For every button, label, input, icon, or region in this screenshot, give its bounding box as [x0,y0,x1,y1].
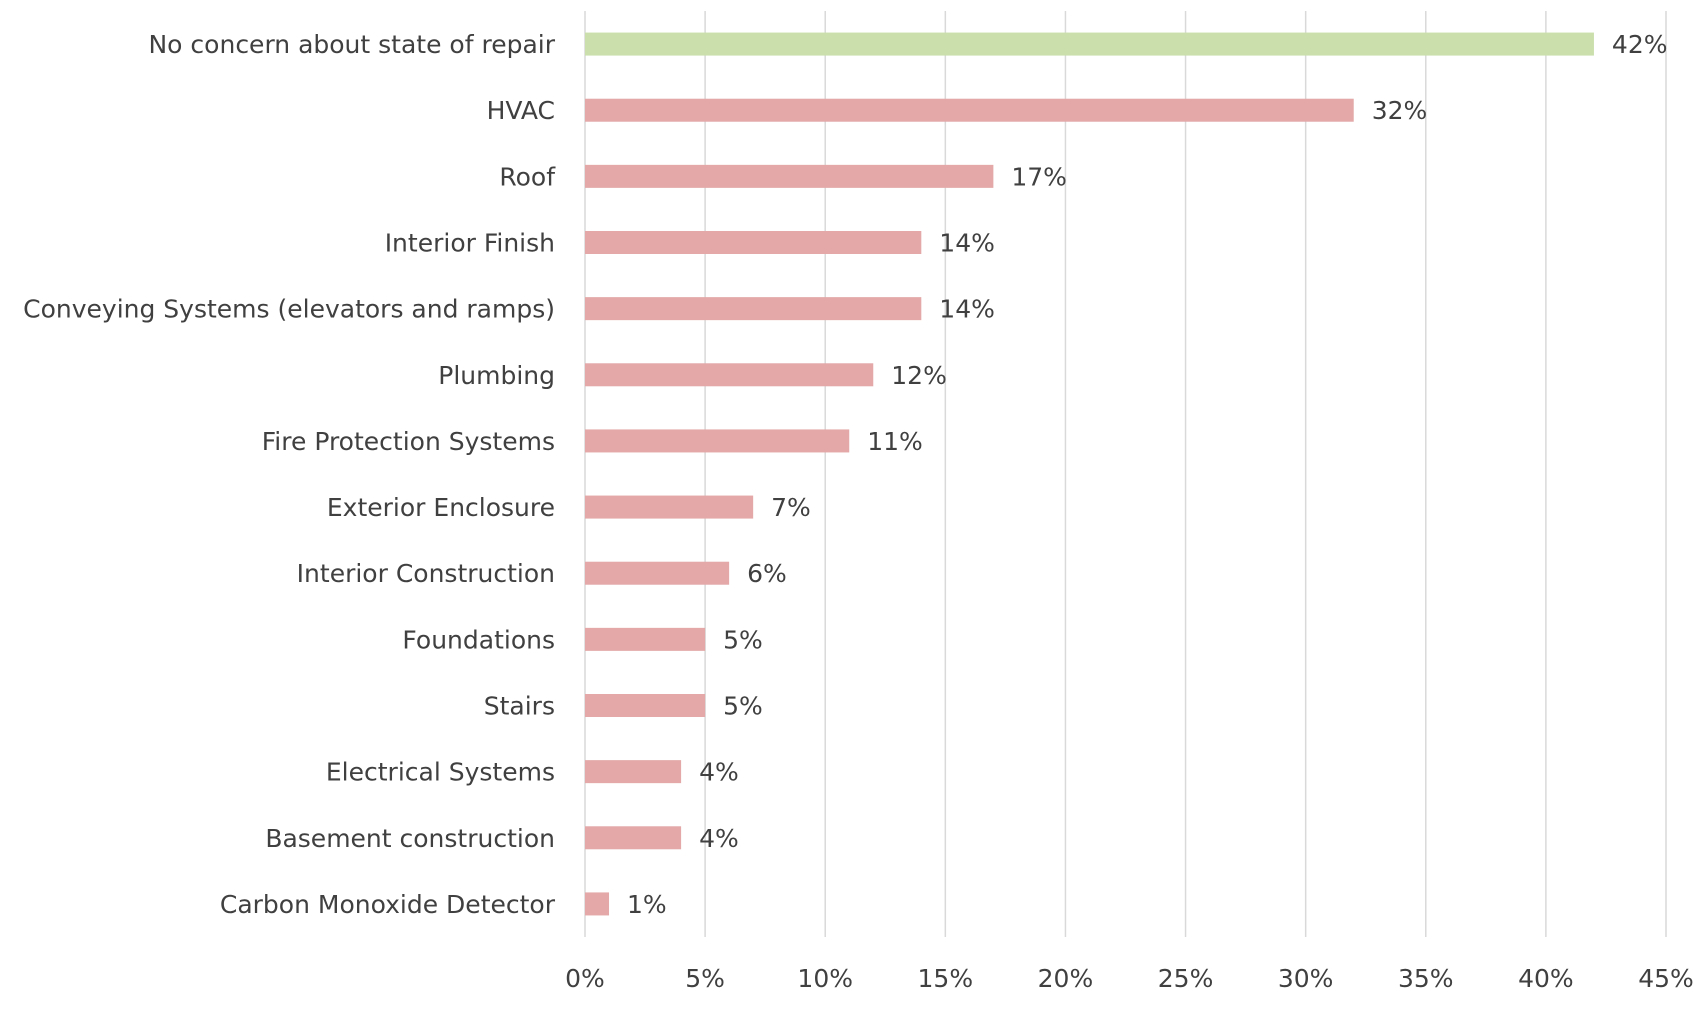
y-tick-label: HVAC [487,96,555,125]
x-tick-label: 35% [1398,964,1454,993]
value-label: 4% [699,758,739,787]
value-label: 42% [1612,30,1668,59]
y-tick-label: Stairs [484,692,555,721]
bar [585,429,850,453]
x-tick-label: 15% [918,964,974,993]
y-tick-label: Foundations [402,625,555,654]
bar [585,694,706,717]
x-tick-label: 25% [1158,964,1214,993]
value-label: 1% [627,890,667,919]
value-label: 5% [723,625,763,654]
value-label: 5% [723,692,763,721]
value-label: 14% [939,229,995,258]
x-tick-label: 0% [565,964,605,993]
value-label: 32% [1372,96,1428,125]
y-tick-label: Basement construction [265,824,555,853]
bar [585,627,706,651]
bar [585,98,1354,122]
y-tick-label: Carbon Monoxide Detector [220,890,556,919]
bar [585,760,682,784]
y-tick-label: Interior Construction [297,559,555,588]
y-tick-label: Fire Protection Systems [262,427,555,456]
bar [585,826,682,850]
bar [585,495,754,519]
bar [585,164,994,188]
x-tick-label: 40% [1518,964,1574,993]
x-tick-label: 10% [797,964,853,993]
bar [585,297,922,321]
value-label: 11% [867,427,923,456]
bar [585,892,610,916]
y-tick-label: Electrical Systems [326,758,555,787]
value-label: 6% [747,559,787,588]
x-tick-label: 30% [1278,964,1334,993]
value-label: 14% [939,295,995,324]
bar [585,561,730,585]
value-label: 12% [891,361,947,390]
x-tick-label: 45% [1638,964,1694,993]
value-label: 17% [1011,162,1067,191]
y-tick-label: Plumbing [438,361,555,390]
x-tick-label: 5% [685,964,725,993]
y-tick-label: Exterior Enclosure [327,493,555,522]
y-tick-label: Conveying Systems (elevators and ramps) [23,295,555,324]
y-tick-label: Interior Finish [385,229,555,258]
bar [585,32,1594,56]
bar [585,363,874,387]
value-label: 4% [699,824,739,853]
y-tick-label: No concern about state of repair [148,30,555,59]
y-tick-label: Roof [499,162,556,191]
value-label: 7% [771,493,811,522]
bar [585,231,922,254]
x-tick-label: 20% [1038,964,1094,993]
